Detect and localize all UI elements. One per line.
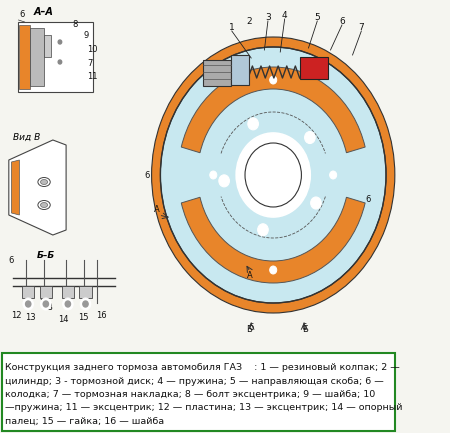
Wedge shape (152, 37, 395, 313)
Text: колодка; 7 — тормозная накладка; 8 — болт эксцентрика; 9 — шайба; 10: колодка; 7 — тормозная накладка; 8 — бол… (5, 390, 376, 399)
Text: А–А: А–А (33, 7, 54, 17)
Bar (202, 60, 231, 86)
Text: 1: 1 (229, 23, 234, 32)
Bar (79, 286, 92, 298)
Text: 13: 13 (26, 313, 36, 322)
FancyBboxPatch shape (2, 353, 395, 431)
Circle shape (58, 40, 62, 44)
Bar (231, 55, 248, 85)
Circle shape (80, 298, 91, 310)
Text: 6: 6 (9, 256, 14, 265)
Ellipse shape (38, 178, 50, 187)
Bar (22, 286, 34, 298)
Text: 14: 14 (58, 315, 69, 324)
Text: 15: 15 (78, 313, 89, 322)
Text: 5: 5 (315, 13, 320, 23)
Text: 6: 6 (366, 196, 371, 204)
Text: 3: 3 (265, 13, 271, 23)
Text: Б–Б: Б–Б (37, 251, 55, 260)
Bar (62, 286, 74, 298)
Text: Вид В: Вид В (13, 133, 40, 142)
Text: 9: 9 (84, 31, 89, 40)
Text: 10: 10 (87, 45, 98, 54)
Text: цилиндр; 3 - тормозной диск; 4 — пружина; 5 — направляющая скоба; 6 —: цилиндр; 3 - тормозной диск; 4 — пружина… (5, 377, 384, 385)
Circle shape (248, 118, 258, 130)
Text: 4: 4 (282, 12, 288, 20)
Circle shape (236, 133, 310, 217)
Circle shape (219, 175, 230, 187)
Text: —пружина; 11 — эксцентрик; 12 — пластина; 13 — эксцентрик; 14 — опорный: —пружина; 11 — эксцентрик; 12 — пластина… (5, 404, 403, 413)
Wedge shape (181, 67, 365, 153)
Circle shape (63, 298, 73, 310)
Text: палец; 15 — гайка; 16 — шайба: палец; 15 — гайка; 16 — шайба (5, 417, 164, 426)
Circle shape (258, 224, 268, 236)
Bar (44, 35, 51, 57)
Text: 11: 11 (87, 72, 98, 81)
Text: 7: 7 (359, 23, 364, 32)
Text: 6: 6 (248, 323, 254, 333)
Circle shape (55, 37, 64, 47)
Circle shape (210, 171, 217, 179)
Bar (40, 286, 52, 298)
Text: 6: 6 (339, 17, 345, 26)
Bar (18, 22, 93, 92)
Text: Б: Б (247, 326, 252, 335)
Circle shape (65, 301, 71, 307)
Text: 16: 16 (96, 311, 107, 320)
Circle shape (270, 76, 277, 84)
Polygon shape (11, 160, 19, 215)
Text: 2: 2 (247, 17, 252, 26)
Circle shape (43, 301, 49, 307)
Circle shape (40, 298, 51, 310)
Text: 6: 6 (19, 10, 25, 19)
Circle shape (58, 60, 62, 64)
Text: Конструкция заднего тормоза автомобиля ГАЗ    : 1 — резиновый колпак; 2 —: Конструкция заднего тормоза автомобиля Г… (5, 363, 400, 372)
Circle shape (43, 152, 54, 164)
Text: Б: Б (302, 326, 308, 335)
Ellipse shape (38, 200, 50, 210)
Text: В: В (46, 303, 52, 312)
Text: А: А (154, 206, 160, 214)
Circle shape (83, 301, 88, 307)
Circle shape (160, 47, 386, 303)
Circle shape (26, 301, 31, 307)
Bar (19, 25, 30, 89)
Circle shape (329, 171, 337, 179)
Text: А: А (248, 271, 253, 279)
Wedge shape (181, 197, 365, 283)
Text: 6: 6 (144, 171, 150, 180)
Circle shape (270, 266, 277, 274)
Text: 8: 8 (72, 20, 78, 29)
Circle shape (23, 298, 33, 310)
Text: 12: 12 (11, 311, 21, 320)
Polygon shape (9, 140, 66, 235)
Ellipse shape (40, 203, 48, 207)
Bar (30, 28, 44, 86)
Circle shape (305, 132, 315, 143)
Circle shape (310, 197, 321, 209)
Text: 7: 7 (87, 59, 93, 68)
Circle shape (55, 57, 64, 67)
Ellipse shape (40, 180, 48, 184)
Bar (300, 57, 328, 79)
Text: 6: 6 (302, 323, 307, 333)
